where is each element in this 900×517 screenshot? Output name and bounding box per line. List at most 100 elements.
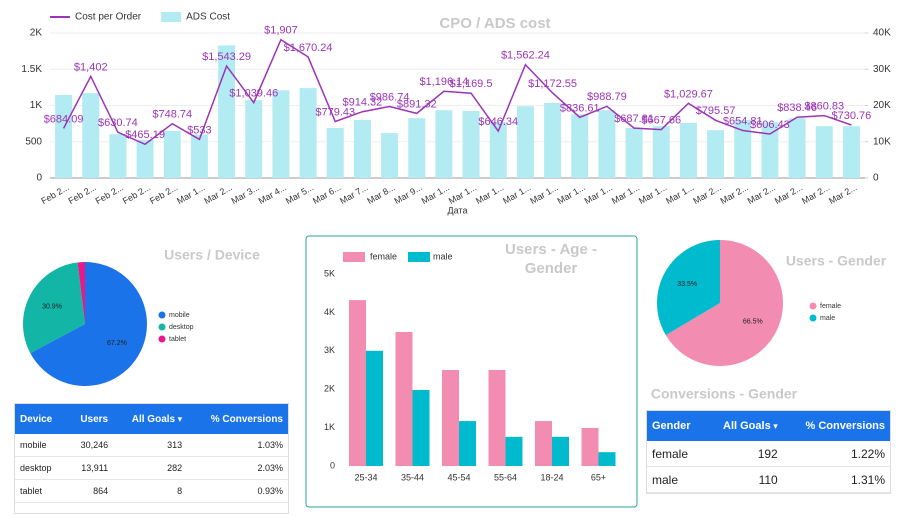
panel-frame (305, 235, 638, 508)
data-label: $465.19 (125, 129, 165, 141)
legend-swatch (158, 311, 166, 319)
legend-swatch (158, 323, 166, 331)
table-cell: 30,246 (66, 434, 114, 457)
bar (788, 118, 806, 178)
table-cell: 0.93% (187, 479, 288, 503)
data-label: $1,029.67 (664, 88, 713, 100)
x-tick-label: Mar 7... (338, 182, 369, 206)
data-label: $779.43 (315, 106, 355, 118)
y2-tick-label: 30K (873, 64, 891, 75)
data-label: $1,543.29 (202, 51, 251, 63)
table-cell: 2.03% (187, 456, 288, 480)
table-cell: 8 (113, 479, 188, 503)
column-header[interactable]: Gender (647, 411, 706, 441)
bar (516, 106, 534, 178)
y-tick-label: 500 (25, 136, 42, 147)
bar (55, 94, 73, 178)
data-label: $630.74 (98, 117, 138, 129)
table-cell: 1.03% (187, 434, 288, 457)
table-cell: male (647, 466, 706, 493)
slice-label: 30.9% (42, 304, 62, 311)
data-label: $533 (187, 124, 211, 136)
column-header[interactable]: % Conversions (782, 411, 890, 441)
table-row: tablet 864 8 0.93% (15, 479, 288, 503)
column-header[interactable]: % Conversions (187, 404, 288, 434)
bar (136, 139, 154, 178)
data-label: $646.34 (478, 116, 518, 128)
x-tick-label: Mar 1... (556, 182, 587, 206)
bar (366, 350, 383, 466)
column-header[interactable]: All Goals (113, 404, 188, 434)
table-row: male 110 1.31% (647, 466, 890, 493)
table-cell: 313 (113, 434, 188, 457)
bar (544, 102, 562, 178)
bar (299, 88, 317, 178)
legend-swatch (809, 314, 817, 322)
bar (395, 331, 413, 466)
x-tick-label: Mar 1... (583, 182, 614, 206)
line (62, 38, 852, 146)
chart-title: Users - Age - Gender (505, 241, 597, 277)
x-tick-label: Mar 1... (528, 182, 559, 206)
bar (442, 370, 459, 466)
bar (535, 421, 552, 466)
bar (842, 126, 860, 178)
x-tick-label: Feb 2... (148, 182, 179, 206)
x-tick-label: Mar 2... (719, 182, 750, 206)
bar (552, 436, 569, 466)
bar (598, 452, 616, 466)
x-tick-label: Mar 9... (393, 182, 424, 206)
x-tick-label: Feb 2... (67, 182, 98, 206)
column-header[interactable]: Device (15, 404, 67, 434)
x-tick-label: 55-64 (494, 472, 517, 482)
column-header[interactable]: All Goals (705, 411, 783, 441)
x-tick-label: Mar 1... (637, 182, 668, 206)
bar (459, 421, 476, 466)
y2-tick-label: 20K (873, 100, 891, 111)
data-label: $606.43 (750, 119, 790, 131)
x-tick-label: Mar 2... (827, 182, 858, 206)
bar (163, 130, 181, 178)
data-label: $1,196.14 (419, 76, 468, 88)
chart-title: CPO / ADS cost (439, 15, 550, 32)
slice-label: 66.5% (743, 319, 763, 326)
bar (412, 389, 430, 466)
data-label: $986.74 (370, 91, 410, 103)
x-tick-label: Mar 8... (365, 182, 396, 206)
data-label: $860.83 (804, 100, 844, 112)
legend-label: desktop (169, 324, 194, 331)
data-label: $1,562.24 (501, 50, 550, 62)
x-tick-label: Mar 1... (664, 182, 695, 206)
slice-label: 33.5% (677, 281, 697, 288)
y-tick-label: 1K (30, 100, 43, 111)
y-tick-label: 5K (324, 268, 335, 278)
data-label: $667.66 (641, 115, 681, 127)
bar (734, 120, 752, 178)
data-label: $914.32 (343, 97, 383, 109)
y-tick-label: 0 (36, 173, 42, 184)
table-cell: mobile (15, 434, 67, 457)
data-label: $891.32 (397, 98, 437, 110)
data-label: $795.57 (696, 105, 736, 117)
x-tick-label: Mar 5... (284, 182, 315, 206)
data-label: $654.81 (723, 115, 763, 127)
data-label: $836.61 (560, 102, 600, 114)
data-label: $838.46 (777, 102, 817, 114)
y-tick-label: 3K (324, 345, 335, 355)
pie-slice (665, 240, 783, 366)
legend-label: ADS Cost (186, 12, 230, 23)
x-tick-label: 18-24 (540, 472, 563, 482)
y-tick-label: 0 (330, 460, 335, 470)
x-tick-label: Mar 1... (175, 182, 206, 206)
x-tick-label: 65+ (591, 472, 606, 482)
x-tick-label: Mar 4... (257, 182, 288, 206)
column-header[interactable]: Users (66, 404, 114, 434)
bar (505, 436, 523, 466)
bar (82, 93, 100, 178)
bar (462, 110, 480, 178)
y2-tick-label: 0 (873, 173, 879, 184)
